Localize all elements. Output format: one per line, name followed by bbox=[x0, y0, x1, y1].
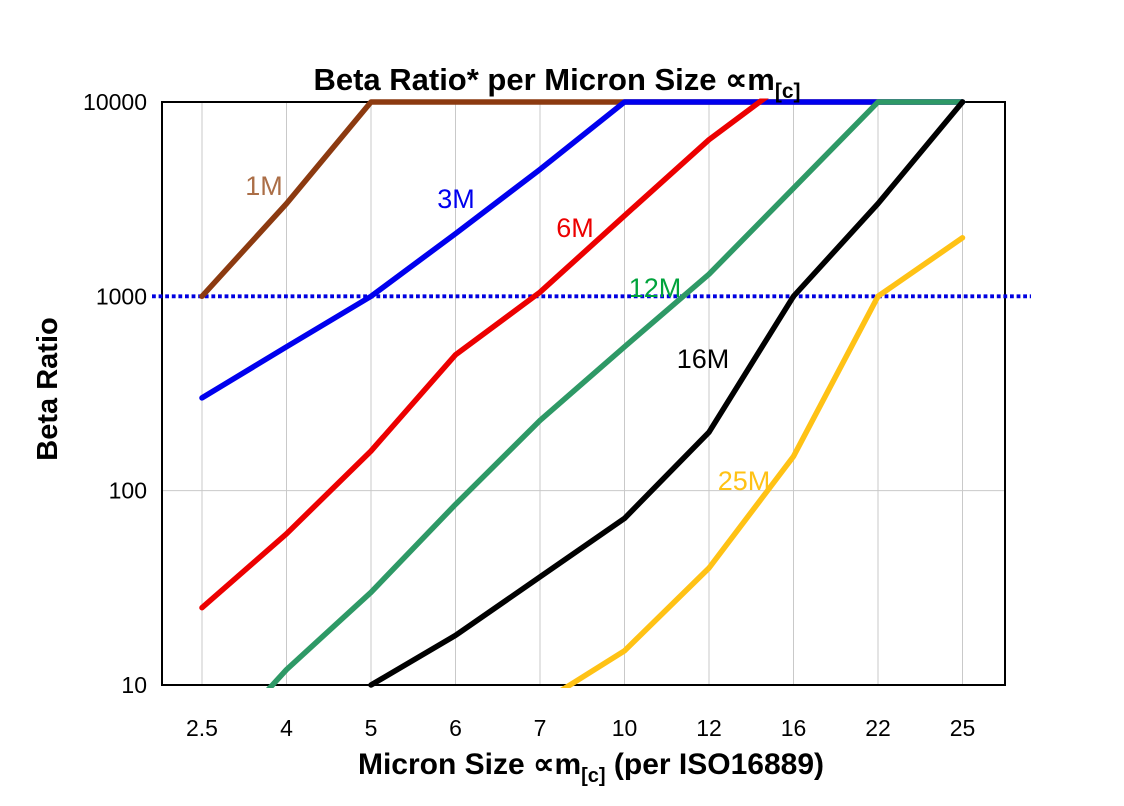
y-tick-10: 10 bbox=[121, 672, 147, 698]
x-tick-2.5: 2.5 bbox=[186, 715, 218, 741]
gridlines bbox=[162, 102, 1005, 685]
plot-border bbox=[161, 101, 1006, 686]
series-labels: 1M 3M 6M 12M 16M 25M bbox=[245, 171, 770, 496]
series-line-12M bbox=[266, 99, 966, 688]
x-tick-16: 16 bbox=[781, 715, 807, 741]
y-tick-labels: 10 100 1000 10000 bbox=[83, 89, 147, 698]
x-axis-label: Micron Size ∝m[c] (per ISO16889) bbox=[358, 748, 824, 787]
x-tick-10: 10 bbox=[612, 715, 638, 741]
y-tick-100: 100 bbox=[109, 478, 147, 504]
y-axis-label: Beta Ratio bbox=[32, 317, 64, 460]
x-tick-7: 7 bbox=[534, 715, 547, 741]
chart-title: Beta Ratio* per Micron Size ∝m[c] bbox=[313, 62, 800, 103]
x-tick-6: 6 bbox=[449, 715, 462, 741]
series-line-3M bbox=[199, 99, 966, 401]
series-line-6M bbox=[199, 98, 769, 611]
series-line-16M bbox=[368, 99, 966, 688]
series-label-6M: 6M bbox=[556, 213, 594, 243]
series-lines bbox=[199, 98, 966, 688]
series-label-25M: 25M bbox=[718, 466, 771, 496]
x-tick-4: 4 bbox=[280, 715, 293, 741]
series-label-1M: 1M bbox=[245, 171, 283, 201]
y-tick-10000: 10000 bbox=[83, 89, 147, 115]
series-label-16M: 16M bbox=[677, 344, 730, 374]
series-line-25M bbox=[560, 235, 966, 688]
y-tick-1000: 1000 bbox=[96, 283, 147, 309]
x-tick-25: 25 bbox=[950, 715, 976, 741]
series-label-12M: 12M bbox=[629, 273, 682, 303]
x-tick-labels: 2.5 4 5 6 7 10 12 16 22 25 bbox=[186, 715, 975, 741]
series-label-3M: 3M bbox=[437, 184, 475, 214]
x-tick-12: 12 bbox=[696, 715, 722, 741]
x-tick-22: 22 bbox=[865, 715, 891, 741]
x-tick-5: 5 bbox=[365, 715, 378, 741]
